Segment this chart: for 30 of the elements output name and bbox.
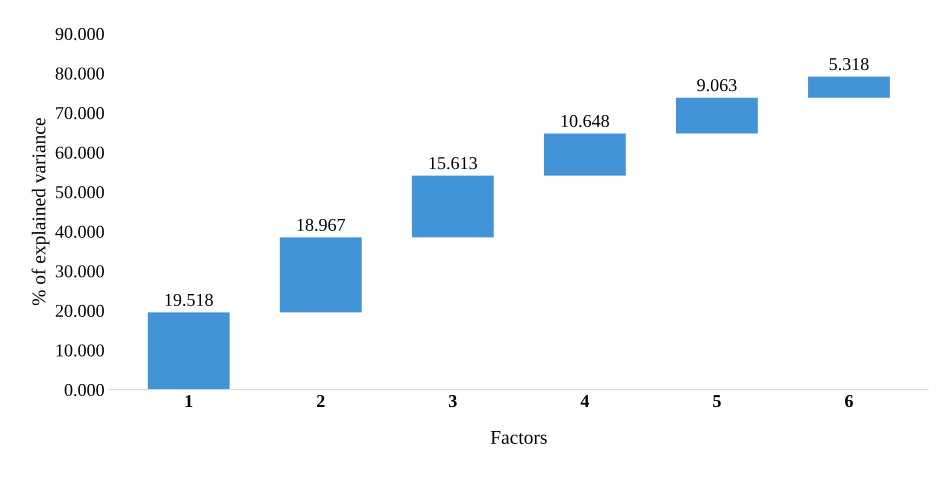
x-tick-label: 4 bbox=[580, 395, 590, 407]
bar bbox=[676, 98, 758, 134]
bar bbox=[808, 76, 890, 98]
data-label: 15.613 bbox=[430, 157, 477, 170]
y-tick-label: 20.000 bbox=[56, 304, 104, 318]
x-tick-label: 1 bbox=[186, 395, 192, 407]
data-label: 19.518 bbox=[165, 294, 213, 306]
x-tick-label: 6 bbox=[845, 395, 853, 408]
y-tick-label: 40.000 bbox=[55, 226, 104, 238]
data-label: 9.063 bbox=[697, 79, 737, 92]
y-axis-title: % of explained variance bbox=[32, 118, 50, 306]
bar bbox=[412, 176, 494, 238]
y-tick-label: 0.000 bbox=[64, 384, 104, 396]
y-tick-label: 10.000 bbox=[56, 344, 104, 357]
data-label: 5.318 bbox=[830, 58, 869, 70]
x-tick-label: 2 bbox=[317, 395, 324, 407]
bar bbox=[280, 237, 362, 312]
y-tick-label: 60.000 bbox=[56, 146, 104, 159]
x-tick-label: 5 bbox=[713, 395, 721, 408]
y-tick-label: 30.000 bbox=[56, 265, 104, 278]
y-tick-label: 80.000 bbox=[56, 67, 104, 80]
y-tick-label: 50.000 bbox=[56, 186, 104, 198]
y-tick-label: 70.000 bbox=[56, 107, 104, 120]
data-label: 18.967 bbox=[298, 218, 346, 232]
x-tick-label: 3 bbox=[448, 395, 457, 408]
data-label: 10.648 bbox=[562, 114, 610, 128]
bar bbox=[148, 312, 230, 390]
x-axis-title: Factors bbox=[490, 431, 547, 444]
y-tick-label: 90.000 bbox=[56, 28, 104, 40]
bar bbox=[544, 134, 626, 176]
